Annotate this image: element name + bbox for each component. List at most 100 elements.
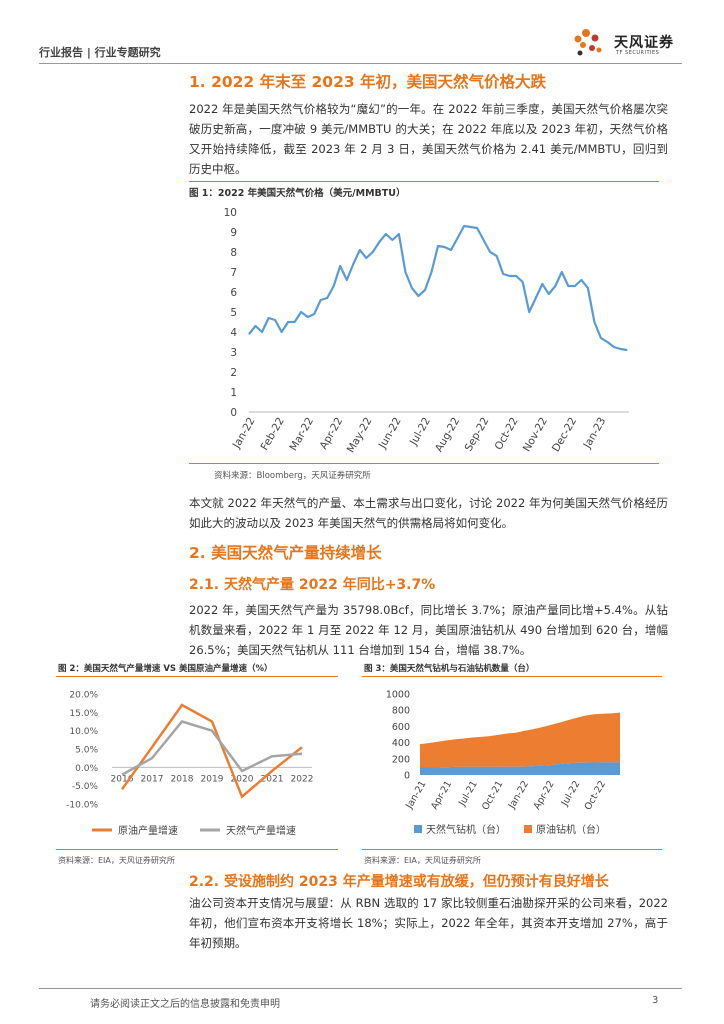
price-point	[580, 279, 582, 281]
y-tick-label: 600	[392, 722, 410, 733]
fig3-title: 图 3：美国天然气钻机与石油钻机数量（台）	[364, 664, 535, 674]
fig1-source: 资料来源：Bloomberg，天风证券研究所	[214, 471, 371, 481]
y-tick-label: 10.0%	[69, 727, 98, 737]
fig2-source: 资料来源：EIA，天风证券研究所	[58, 856, 175, 865]
price-point	[567, 285, 569, 287]
footer-divider	[39, 988, 682, 989]
price-point	[274, 319, 276, 321]
logo-sub: TF SECURITIES	[616, 50, 660, 56]
fig2-title: 图 2：美国天然气产量增速 VS 美国原油产量增速（%）	[58, 664, 273, 674]
price-point	[267, 317, 270, 319]
price-point	[502, 273, 504, 275]
fig2-chart: -10.0% -5.0% 0.0% 5.0% 10.0% 15.0% 20.0% 2016 20…	[66, 691, 314, 838]
price-point	[554, 285, 556, 287]
logo-icon	[574, 29, 602, 56]
price-point	[535, 297, 537, 299]
price-point	[254, 325, 257, 327]
price-point	[476, 227, 478, 229]
section2-title: 2. 美国天然气产量持续增长	[189, 544, 382, 562]
price-point	[346, 279, 348, 281]
legend-swatch	[524, 825, 532, 833]
price-point	[391, 239, 393, 241]
price-point	[489, 251, 491, 253]
fig1-chart: 0 1 2 3 4 5 6 7 8 9 10 Jan-22 Feb-22 Mar-22 Apr-22 May-…	[224, 207, 629, 456]
y-tick-label: -5.0%	[72, 782, 99, 792]
y-tick-label: 200	[392, 754, 410, 765]
price-point	[606, 341, 609, 343]
series-line-1	[121, 720, 303, 776]
y-tick-label: 7	[230, 267, 237, 279]
price-point	[443, 246, 446, 248]
x-tick-label: 2019	[201, 774, 224, 784]
price-point	[333, 285, 335, 287]
x-tick-label: Apr-21	[429, 779, 454, 812]
price-point	[307, 316, 309, 318]
price-point	[515, 275, 517, 277]
logo-name: 天风证券	[614, 35, 674, 51]
x-tick-label: Jun-22	[376, 416, 404, 452]
x-tick-label: Mar-22	[288, 416, 317, 453]
price-point	[280, 331, 283, 333]
price-point	[541, 283, 543, 285]
price-point	[522, 281, 524, 283]
price-point	[574, 285, 576, 287]
price-point	[430, 271, 433, 273]
y-tick-label: 6	[230, 287, 237, 299]
y-tick-label: 4	[230, 327, 237, 339]
y-tick-label: 800	[392, 706, 410, 717]
x-tick-label: 2022	[291, 774, 314, 784]
x-tick-label: 2017	[141, 774, 164, 784]
price-point	[456, 237, 459, 239]
y-tick-label: 0	[404, 771, 410, 782]
price-point	[372, 251, 374, 253]
price-point	[528, 311, 530, 313]
x-tick-label: Jul-21	[456, 779, 480, 809]
price-point	[437, 245, 439, 247]
x-tick-label: Jan-23	[581, 416, 609, 452]
x-tick-label: Apr-22	[532, 779, 557, 812]
gas-rigs-area	[420, 762, 620, 775]
y-tick-label: 3	[230, 347, 237, 359]
y-tick-label: -10.0%	[66, 801, 98, 811]
x-tick-label: Jul-22	[559, 779, 583, 809]
price-point	[463, 225, 465, 227]
section1-title: 1. 2022 年末至 2023 年初，美国天然气价格大跌	[189, 73, 547, 91]
page-number: 3	[652, 995, 659, 1006]
price-point	[385, 233, 387, 235]
y-tick-label: 400	[392, 738, 410, 749]
section2-1-paragraph: 2022 年，美国天然气产量为 35798.0Bcf，同比增长 3.7%；原油产…	[189, 603, 668, 657]
oil-rigs-area	[420, 712, 620, 768]
price-point	[398, 233, 400, 235]
y-tick-label: 20.0%	[69, 691, 98, 701]
y-tick-label: 1	[230, 387, 237, 399]
price-point	[365, 257, 367, 259]
price-point	[626, 349, 628, 351]
price-point	[287, 321, 289, 323]
price-point	[313, 313, 315, 315]
price-point	[417, 295, 420, 297]
section2-1-title: 2.1. 天然气产量 2022 年同比+3.7%	[189, 577, 436, 593]
price-point	[424, 289, 426, 291]
section1-paragraph2: 本文就 2022 年天然气的产量、本土需求与出口变化，讨论 2022 年为何美国…	[189, 496, 668, 530]
price-point	[352, 263, 354, 265]
price-point	[587, 287, 589, 289]
x-tick-label: May-22	[345, 416, 375, 456]
legend-label: 原油产量增速	[118, 824, 178, 837]
price-point	[326, 297, 328, 299]
y-tick-label: 10	[224, 207, 237, 219]
price-point	[294, 321, 296, 323]
price-point	[411, 287, 413, 289]
legend-swatch	[414, 825, 422, 833]
x-tick-label: Feb-22	[259, 416, 287, 453]
y-tick-label: 9	[230, 227, 237, 239]
x-tick-label: Oct-21	[480, 779, 506, 812]
price-point	[359, 249, 361, 251]
x-tick-label: Apr-22	[318, 416, 346, 452]
price-point	[404, 271, 407, 273]
fig3-box	[362, 676, 662, 850]
price-point	[378, 241, 380, 243]
fig1-title: 图 1：2022 年美国天然气价格（美元/MMBTU）	[189, 188, 406, 199]
price-point	[300, 311, 302, 313]
fig3-source: 资料来源：EIA，天风证券研究所	[364, 856, 481, 865]
